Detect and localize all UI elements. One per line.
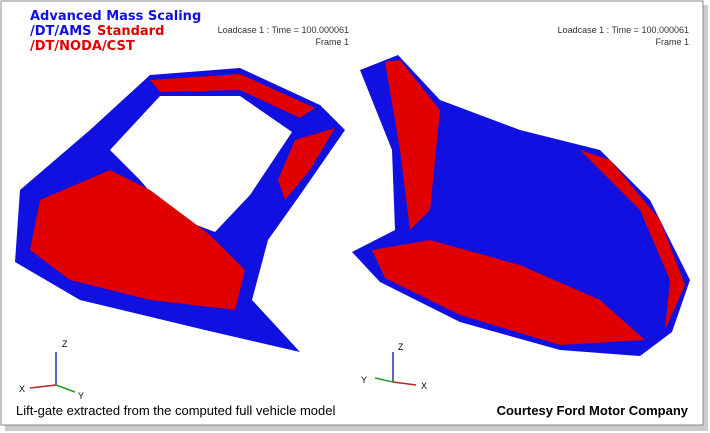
x-axis [29,384,57,389]
loadcase: Loadcase 1 : Time = 100.000061 [558,25,689,35]
right-model [352,55,690,356]
axis-label: X [421,381,427,391]
frame-label: Frame 1 [655,37,689,47]
caption: Lift-gate extracted from the computed fu… [16,403,335,418]
left-gate-red [30,170,245,310]
credit: Courtesy Ford Motor Company [497,403,689,418]
frame-label: Frame 1 [315,37,349,47]
legend-standard: Standard [97,24,164,39]
y-axis [374,377,394,383]
legend-ams: /DT/AMS [30,24,92,39]
axis-triad: Z Y X [361,342,427,391]
loadcase: Loadcase 1 : Time = 100.000061 [218,25,349,35]
axis-label: X [19,384,25,394]
left-model [15,68,345,352]
axis-label: Y [78,391,84,401]
axis-label: Z [398,342,404,352]
right-panel-red [372,240,645,345]
legend-line1: Advanced Mass Scaling [30,9,201,24]
axis-triad: Z X Y [19,339,84,401]
y-axis [55,384,76,393]
axis-label: Y [361,375,367,385]
x-axis [392,381,417,386]
left-gate-red-top [150,74,315,118]
left-gate-red-side [278,128,335,200]
axis-label: Z [62,339,68,349]
right-panel-red-edge [580,150,685,330]
legend-line3: /DT/NODA/CST [30,39,135,54]
right-panel-red-strip [385,60,440,230]
